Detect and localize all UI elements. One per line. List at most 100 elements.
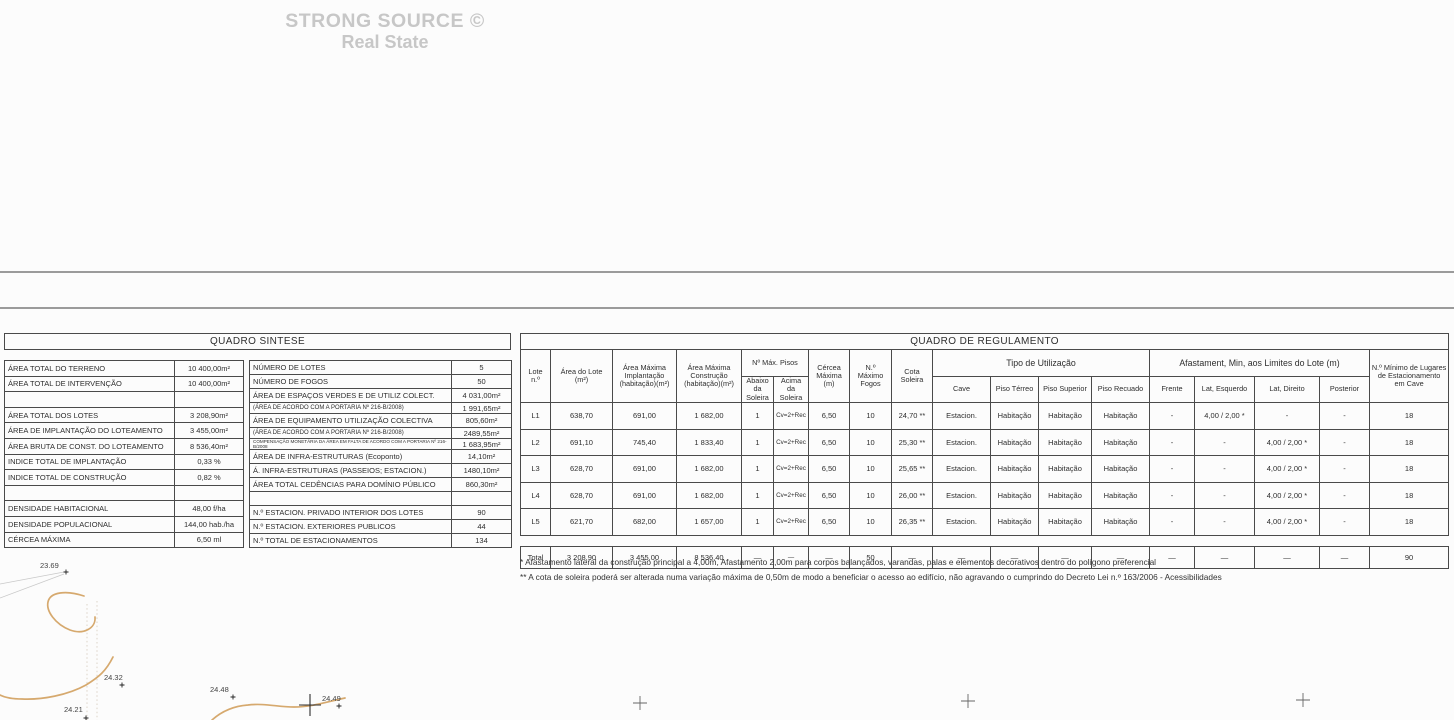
row-value: 3 208,90m² bbox=[174, 406, 244, 424]
table-row: L5 621,70 682,00 1 657,00 1 Cv=2+Rec 6,50 10 26,… bbox=[520, 508, 1450, 536]
row-value: 860,30m² bbox=[451, 477, 512, 492]
cell: 691,00 bbox=[612, 402, 677, 430]
row-label: INDICE TOTAL DE CONSTRUÇÃO bbox=[4, 469, 175, 486]
cell: 691,00 bbox=[612, 455, 677, 483]
col-header-cota-soleira: Cota Soleira bbox=[891, 348, 933, 404]
contour-line-left bbox=[0, 656, 114, 700]
cell: 10 bbox=[849, 402, 892, 430]
site-plan: 23.69 24.32 24.21 24.48 24.49 bbox=[0, 561, 1310, 720]
cell: 18 bbox=[1368, 481, 1450, 510]
cell: 50 bbox=[849, 545, 892, 569]
elevation-marker bbox=[119, 682, 125, 688]
row-value: 1 991,65m² bbox=[451, 402, 512, 414]
cell: 10 bbox=[849, 428, 892, 457]
row-label: COMPENSAÇÃO MONETÁRIA DA ÁREA EM FALTA D… bbox=[249, 438, 452, 450]
table-row: CÉRCEA MÁXIMA 6,50 ml bbox=[4, 531, 244, 549]
table-row: (ÁREA DE ACORDO COM A PORTARIA Nº 216-B/… bbox=[249, 427, 512, 439]
elevation-label: 24.49 bbox=[322, 694, 341, 703]
quadro-sintese-title: QUADRO SINTESE bbox=[4, 333, 511, 350]
cell: Habitação bbox=[990, 402, 1039, 430]
cell: 1 bbox=[741, 481, 774, 510]
cell: Habitação bbox=[990, 508, 1039, 536]
elevation-label: 24.48 bbox=[210, 685, 229, 694]
cell: Estacion. bbox=[932, 481, 991, 510]
cell: - bbox=[1194, 508, 1255, 536]
row-label bbox=[249, 491, 452, 506]
cell: 3 208,90 bbox=[550, 545, 613, 569]
cell: Estacion. bbox=[932, 455, 991, 483]
table-row: ÁREA TOTAL DO TERRENO 10 400,00m² bbox=[4, 360, 244, 377]
row-value: 4 031,00m² bbox=[451, 388, 512, 403]
cell: — bbox=[1038, 545, 1092, 569]
row-label: ÁREA DE ESPAÇOS VERDES E DE UTILIZ COLEC… bbox=[249, 388, 452, 403]
table-row: Á. INFRA-ESTRUTURAS (PASSEIOS; ESTACION.… bbox=[249, 463, 512, 478]
row-label: DENSIDADE POPULACIONAL bbox=[4, 515, 175, 533]
cell: Estacion. bbox=[932, 428, 991, 457]
cell: 1 833,40 bbox=[676, 428, 742, 457]
cell: 10 bbox=[849, 508, 892, 536]
cell: L3 bbox=[520, 455, 551, 483]
cell: 18 bbox=[1368, 508, 1450, 536]
quadro-sintese: QUADRO SINTESE ÁREA TOTAL DO TERRENO 10 4… bbox=[4, 333, 512, 549]
cell: Estacion. bbox=[932, 508, 991, 536]
cell: 4,00 / 2,00 * bbox=[1194, 402, 1255, 430]
cell: L2 bbox=[520, 428, 551, 457]
table-row bbox=[249, 491, 512, 506]
col-header-cave: Cave bbox=[932, 375, 991, 404]
cell: - bbox=[1319, 455, 1370, 483]
table-row: DENSIDADE HABITACIONAL 48,00 f/ha bbox=[4, 500, 244, 517]
cell: 90 bbox=[1369, 545, 1449, 569]
col-header-lugares-cave: N.º Mínimo de Lugares de Estacionamento … bbox=[1368, 348, 1450, 404]
col-header-lat-esquerdo: Lat, Esquerdo bbox=[1194, 375, 1255, 404]
row-label bbox=[4, 391, 175, 408]
col-header-piso-terreo: Piso Térreo bbox=[990, 375, 1039, 404]
cell: 10 bbox=[849, 481, 892, 510]
table-row bbox=[4, 484, 244, 502]
cell: Habitação bbox=[1091, 428, 1150, 457]
cell: 4,00 / 2,00 * bbox=[1254, 455, 1320, 483]
table-row: ÁREA TOTAL CEDÊNCIAS PARA DOMÍNIO PÚBLIC… bbox=[249, 477, 512, 492]
row-value: 50 bbox=[451, 374, 512, 389]
row-value: 14,10m² bbox=[451, 449, 512, 464]
cell: 1 682,00 bbox=[676, 402, 742, 430]
cell: 6,50 bbox=[808, 428, 850, 457]
col-header-piso-superior: Piso Superior bbox=[1038, 375, 1092, 404]
elevation-label: 23.69 bbox=[40, 561, 59, 570]
col-header-posterior: Posterior bbox=[1319, 375, 1370, 404]
cell: — bbox=[1091, 545, 1150, 569]
row-value: 90 bbox=[451, 505, 512, 520]
elevation-label: 24.32 bbox=[104, 673, 123, 682]
cell: L1 bbox=[520, 402, 551, 430]
cell: 6,50 bbox=[808, 481, 850, 510]
cell: Habitação bbox=[1091, 455, 1150, 483]
row-label: ÁREA DE IMPLANTAÇÃO DO LOTEAMENTO bbox=[4, 422, 175, 439]
row-value: 0,33 % bbox=[174, 453, 244, 471]
table-row: ÁREA DE ESPAÇOS VERDES E DE UTILIZ COLEC… bbox=[249, 388, 512, 403]
cell: 3 455,00 bbox=[612, 545, 677, 569]
table-row: N.º ESTACION. EXTERIORES PUBLICOS 44 bbox=[249, 519, 512, 534]
cell: 6,50 bbox=[808, 508, 850, 536]
row-label: INDICE TOTAL DE IMPLANTAÇÃO bbox=[4, 453, 175, 471]
cell: - bbox=[1319, 402, 1370, 430]
cell: 10 bbox=[849, 455, 892, 483]
row-label: ÁREA TOTAL DOS LOTES bbox=[4, 406, 175, 424]
row-label: ÁREA DE EQUIPAMENTO UTILIZAÇÃO COLECTIVA bbox=[249, 413, 452, 428]
cell: Cv=2+Rec bbox=[773, 508, 809, 536]
table-row: ÁREA BRUTA DE CONST. DO LOTEAMENTO 8 536,… bbox=[4, 437, 244, 455]
cell: 621,70 bbox=[550, 508, 613, 536]
quadro-regulamento-title: QUADRO DE REGULAMENTO bbox=[519, 333, 1450, 350]
cell: 691,10 bbox=[550, 428, 613, 457]
watermark-line1: STRONG SOURCE © bbox=[285, 10, 485, 32]
row-label: CÉRCEA MÁXIMA bbox=[4, 531, 175, 549]
elevation-marker bbox=[230, 694, 236, 700]
row-value: 3 455,00m² bbox=[174, 422, 244, 439]
row-label: Á. INFRA-ESTRUTURAS (PASSEIOS; ESTACION.… bbox=[249, 463, 452, 478]
cell: Habitação bbox=[1091, 508, 1150, 536]
col-header-area-construcao: Área Máxima Construção (habitação)(m²) bbox=[676, 348, 742, 404]
cell: Habitação bbox=[1038, 508, 1092, 536]
cell: 4,00 / 2,00 * bbox=[1254, 508, 1320, 536]
cell: 1 682,00 bbox=[676, 455, 742, 483]
row-value: 144,00 hab./ha bbox=[174, 515, 244, 533]
cell: 24,70 ** bbox=[891, 402, 933, 430]
